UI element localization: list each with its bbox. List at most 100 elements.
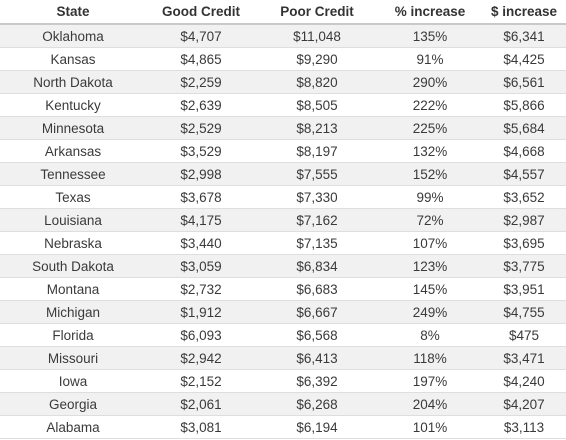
cell-state: Montana [0, 277, 146, 301]
cell-good-credit: $2,998 [146, 162, 256, 186]
cell-poor-credit: $8,820 [256, 70, 378, 94]
cell-poor-credit: $6,834 [256, 254, 378, 278]
cell-state: Nebraska [0, 231, 146, 255]
cell-dollar-increase: $4,207 [482, 392, 566, 416]
cell-dollar-increase: $3,775 [482, 254, 566, 278]
cell-poor-credit: $6,568 [256, 323, 378, 347]
cell-dollar-increase: $5,684 [482, 116, 566, 140]
table-row: Tennessee $2,998 $7,555 152% $4,557 [0, 162, 566, 186]
cell-percent-increase: 145% [378, 277, 482, 301]
cell-poor-credit: $9,290 [256, 47, 378, 71]
cell-dollar-increase: $3,113 [482, 415, 566, 439]
cell-good-credit: $3,081 [146, 415, 256, 439]
cell-poor-credit: $7,555 [256, 162, 378, 186]
cell-poor-credit: $7,135 [256, 231, 378, 255]
cell-poor-credit: $11,048 [256, 24, 378, 48]
cell-percent-increase: 118% [378, 346, 482, 370]
header-state: State [0, 0, 146, 25]
table-row: Oklahoma $4,707 $11,048 135% $6,341 [0, 24, 566, 48]
cell-good-credit: $2,942 [146, 346, 256, 370]
cell-poor-credit: $8,505 [256, 93, 378, 117]
cell-good-credit: $6,093 [146, 323, 256, 347]
cell-good-credit: $2,259 [146, 70, 256, 94]
header-dollar-increase: $ increase [482, 0, 566, 25]
cell-state: Georgia [0, 392, 146, 416]
cell-poor-credit: $6,392 [256, 369, 378, 393]
cell-dollar-increase: $5,866 [482, 93, 566, 117]
table-row: Montana $2,732 $6,683 145% $3,951 [0, 277, 566, 301]
table-row: Florida $6,093 $6,568 8% $475 [0, 323, 566, 347]
cell-poor-credit: $8,213 [256, 116, 378, 140]
cell-percent-increase: 152% [378, 162, 482, 186]
cell-dollar-increase: $2,987 [482, 208, 566, 232]
cell-dollar-increase: $4,240 [482, 369, 566, 393]
cell-dollar-increase: $4,755 [482, 300, 566, 324]
cell-poor-credit: $6,413 [256, 346, 378, 370]
cell-state: Louisiana [0, 208, 146, 232]
cell-good-credit: $2,152 [146, 369, 256, 393]
table-row: North Dakota $2,259 $8,820 290% $6,561 [0, 70, 566, 94]
cell-percent-increase: 107% [378, 231, 482, 255]
cell-good-credit: $3,440 [146, 231, 256, 255]
cell-percent-increase: 91% [378, 47, 482, 71]
table-row: Iowa $2,152 $6,392 197% $4,240 [0, 369, 566, 393]
cell-state: Michigan [0, 300, 146, 324]
table-row: Arkansas $3,529 $8,197 132% $4,668 [0, 139, 566, 163]
cell-state: North Dakota [0, 70, 146, 94]
cell-percent-increase: 197% [378, 369, 482, 393]
cell-good-credit: $4,865 [146, 47, 256, 71]
cell-poor-credit: $7,330 [256, 185, 378, 209]
cell-good-credit: $3,678 [146, 185, 256, 209]
cell-good-credit: $1,912 [146, 300, 256, 324]
cell-state: Oklahoma [0, 24, 146, 48]
table-row: South Dakota $3,059 $6,834 123% $3,775 [0, 254, 566, 278]
cell-good-credit: $2,639 [146, 93, 256, 117]
cell-dollar-increase: $4,557 [482, 162, 566, 186]
cell-state: Minnesota [0, 116, 146, 140]
cell-poor-credit: $7,162 [256, 208, 378, 232]
cell-good-credit: $3,059 [146, 254, 256, 278]
cell-state: South Dakota [0, 254, 146, 278]
header-percent-increase: % increase [378, 0, 482, 25]
table-row: Texas $3,678 $7,330 99% $3,652 [0, 185, 566, 209]
cell-dollar-increase: $3,652 [482, 185, 566, 209]
cell-good-credit: $4,175 [146, 208, 256, 232]
cell-state: Arkansas [0, 139, 146, 163]
table-row: Kentucky $2,639 $8,505 222% $5,866 [0, 93, 566, 117]
cell-state: Kentucky [0, 93, 146, 117]
cell-dollar-increase: $4,425 [482, 47, 566, 71]
table-body: Oklahoma $4,707 $11,048 135% $6,341 Kansas $4,… [0, 24, 566, 439]
table-row: Alabama $3,081 $6,194 101% $3,113 [0, 415, 566, 439]
cell-percent-increase: 99% [378, 185, 482, 209]
cell-percent-increase: 249% [378, 300, 482, 324]
cell-poor-credit: $6,194 [256, 415, 378, 439]
cell-state: Missouri [0, 346, 146, 370]
cell-good-credit: $2,529 [146, 116, 256, 140]
cell-state: Alabama [0, 415, 146, 439]
table-row: Missouri $2,942 $6,413 118% $3,471 [0, 346, 566, 370]
cell-poor-credit: $8,197 [256, 139, 378, 163]
cell-dollar-increase: $475 [482, 323, 566, 347]
cell-good-credit: $3,529 [146, 139, 256, 163]
cell-state: Iowa [0, 369, 146, 393]
cell-percent-increase: 135% [378, 24, 482, 48]
cell-dollar-increase: $3,951 [482, 277, 566, 301]
header-good-credit: Good Credit [146, 0, 256, 25]
cell-percent-increase: 123% [378, 254, 482, 278]
cell-state: Kansas [0, 47, 146, 71]
cell-percent-increase: 132% [378, 139, 482, 163]
cell-percent-increase: 101% [378, 415, 482, 439]
cell-percent-increase: 204% [378, 392, 482, 416]
cell-percent-increase: 72% [378, 208, 482, 232]
table-row: Nebraska $3,440 $7,135 107% $3,695 [0, 231, 566, 255]
cell-state: Texas [0, 185, 146, 209]
cell-poor-credit: $6,268 [256, 392, 378, 416]
cell-percent-increase: 290% [378, 70, 482, 94]
cell-poor-credit: $6,667 [256, 300, 378, 324]
cell-percent-increase: 222% [378, 93, 482, 117]
cell-state: Florida [0, 323, 146, 347]
table-row: Michigan $1,912 $6,667 249% $4,755 [0, 300, 566, 324]
cell-dollar-increase: $6,341 [482, 24, 566, 48]
